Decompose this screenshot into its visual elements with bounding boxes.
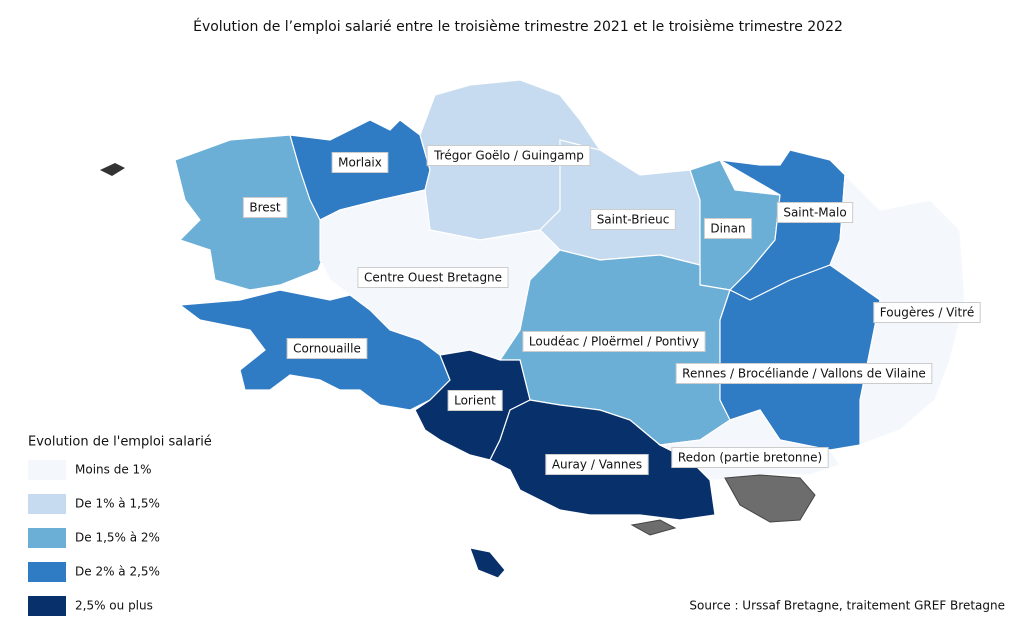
region-label: Rennes / Brocéliande / Vallons de Vilain… — [682, 367, 926, 381]
legend-title: Evolution de l'emploi salarié — [28, 435, 212, 450]
island — [630, 519, 677, 536]
label-box — [286, 338, 368, 359]
legend-swatch — [28, 562, 66, 582]
legend: Moins de 1% De 1% à 1,5% De 1,5% à 2% De 2%… — [28, 460, 160, 616]
label-box — [522, 331, 706, 352]
source: Source : Urssaf Bretagne, traitement GRE… — [689, 599, 1005, 613]
island — [469, 547, 506, 579]
legend-swatch — [28, 596, 66, 616]
label-box — [331, 152, 389, 173]
region-label: Cornouaille — [293, 342, 361, 356]
legend-swatch — [28, 494, 66, 514]
legend-label: 2,5% ou plus — [75, 599, 153, 613]
legend-swatch — [28, 460, 66, 480]
label-box — [776, 202, 854, 223]
region-label: Lorient — [454, 394, 496, 408]
legend-swatch — [28, 528, 66, 548]
region-label: Dinan — [710, 222, 745, 236]
island — [100, 163, 125, 176]
region-label: Fougères / Vitré — [880, 306, 974, 320]
region-label: Auray / Vannes — [552, 458, 642, 472]
region-label: Redon (partie bretonne) — [678, 451, 822, 465]
label-box — [357, 267, 509, 288]
label-box — [590, 209, 676, 230]
label-box — [671, 447, 829, 468]
region-labels: Brest Morlaix Trégor Goëlo / Guingamp Sa… — [242, 145, 981, 475]
title: Évolution de l’emploi salarié entre le t… — [193, 18, 843, 35]
region-label: Brest — [249, 201, 281, 215]
label-box — [703, 218, 753, 239]
outside-area — [724, 474, 816, 523]
legend-label: De 1% à 1,5% — [75, 497, 160, 511]
region-label: Saint-Malo — [783, 206, 846, 220]
label-box — [873, 302, 981, 323]
region-label: Trégor Goëlo / Guingamp — [433, 149, 584, 163]
region-label: Centre Ouest Bretagne — [364, 271, 502, 285]
label-box — [545, 454, 649, 475]
label-box — [675, 363, 933, 384]
region-label: Loudéac / Ploërmel / Pontivy — [529, 335, 699, 349]
legend-label: De 2% à 2,5% — [75, 565, 160, 579]
label-box — [242, 197, 288, 218]
legend-label: De 1,5% à 2% — [75, 531, 160, 545]
label-box — [447, 390, 503, 411]
legend-label: Moins de 1% — [75, 463, 152, 477]
region-label: Saint-Brieuc — [597, 213, 670, 227]
region-label: Morlaix — [338, 156, 382, 170]
region — [719, 264, 881, 451]
label-box — [426, 145, 591, 166]
